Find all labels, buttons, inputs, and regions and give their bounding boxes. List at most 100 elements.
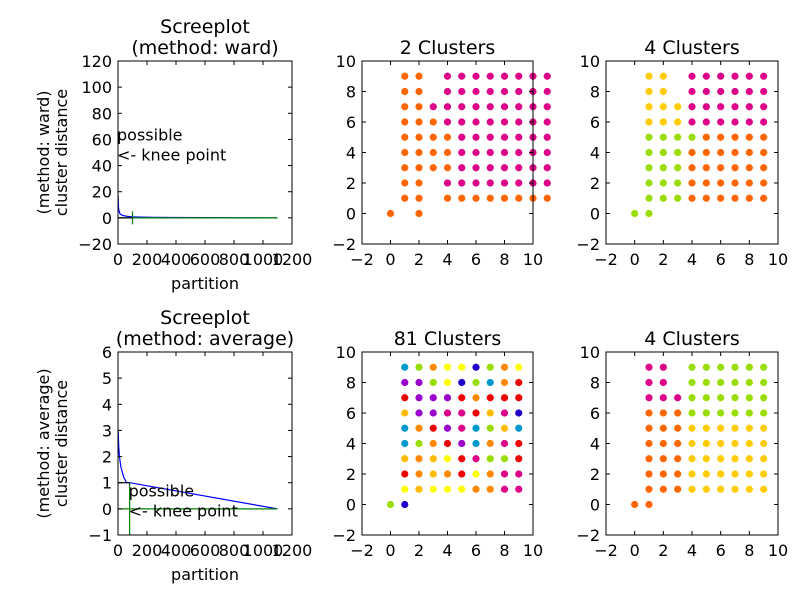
data-point (486, 179, 494, 187)
data-point (401, 500, 409, 509)
data-point (731, 87, 739, 96)
data-point (717, 72, 725, 80)
y-tick-label: 0 (590, 205, 600, 224)
chart-title: 4 Clusters (644, 37, 739, 59)
data-point (500, 179, 509, 187)
data-point (472, 424, 480, 432)
data-point (645, 363, 653, 371)
data-point (415, 209, 423, 218)
data-point (717, 194, 725, 202)
data-point (472, 103, 480, 111)
data-point (515, 439, 523, 448)
chart-title: 2 Clusters (400, 37, 495, 59)
x-tick-label: 8 (744, 541, 754, 560)
data-point (401, 148, 409, 157)
data-point (429, 394, 437, 402)
data-point (731, 409, 739, 417)
data-point (401, 470, 409, 478)
data-point (443, 87, 452, 96)
data-point (515, 455, 523, 463)
data-point (443, 470, 452, 478)
x-tick-label: 1000 (243, 541, 284, 560)
x-tick-label: 0 (385, 541, 395, 560)
x-tick-label: 2 (658, 250, 668, 269)
data-point (688, 103, 696, 111)
x-tick-label: 800 (219, 250, 250, 269)
data-point (415, 485, 423, 493)
data-point (401, 103, 409, 111)
data-point (458, 378, 466, 387)
data-point (760, 179, 768, 187)
data-point (415, 378, 423, 387)
data-point (429, 485, 437, 493)
data-point (702, 179, 710, 187)
data-point (515, 409, 523, 417)
data-point (731, 424, 739, 432)
data-point (674, 103, 682, 111)
data-point (472, 179, 480, 187)
knee-annotation: possible (129, 482, 195, 501)
data-point (645, 378, 653, 387)
chart-title: Screeplot (160, 307, 250, 329)
chart-title: 81 Clusters (394, 328, 502, 350)
x-tick-label: 10 (768, 541, 788, 560)
y-tick-label: 2 (102, 448, 112, 467)
data-point (472, 378, 480, 387)
x-tick-label: −2 (350, 541, 374, 560)
y-tick-label: 2 (346, 465, 356, 484)
data-point (702, 439, 710, 448)
data-point (645, 133, 653, 141)
x-tick-label: 10 (768, 250, 788, 269)
data-point (631, 500, 639, 509)
data-point (458, 87, 466, 96)
data-point (401, 363, 409, 371)
data-point (458, 470, 466, 478)
data-point (645, 103, 653, 111)
data-point (500, 133, 509, 141)
y-tick-label: 0 (346, 496, 356, 515)
y-tick-label: 8 (346, 374, 356, 393)
data-point (702, 148, 710, 157)
data-point (674, 455, 682, 463)
data-point (645, 164, 653, 172)
data-point (500, 148, 509, 157)
data-point (745, 118, 753, 126)
data-point (717, 179, 725, 187)
y-tick-label: 2 (590, 465, 600, 484)
data-point (500, 118, 509, 126)
data-point (401, 194, 409, 202)
data-point (472, 194, 480, 202)
data-point (386, 500, 395, 509)
data-point (458, 485, 466, 493)
knee-annotation: <- knee point (117, 145, 226, 164)
data-point (443, 103, 452, 111)
data-point (415, 409, 423, 417)
data-point (458, 164, 466, 172)
data-point (458, 455, 466, 463)
data-point (401, 133, 409, 141)
data-point (760, 409, 768, 417)
y-tick-label: 2 (590, 174, 600, 193)
data-point (500, 194, 509, 202)
x-tick-label: 8 (744, 250, 754, 269)
data-point (688, 409, 696, 417)
data-point (458, 363, 466, 371)
data-point (401, 485, 409, 493)
data-point (688, 133, 696, 141)
data-point (659, 179, 667, 187)
data-point (415, 470, 423, 478)
data-point (458, 179, 466, 187)
y-tick-label: −2 (576, 235, 600, 254)
data-point (515, 133, 523, 141)
data-point (674, 164, 682, 172)
data-point (486, 194, 494, 202)
data-point (486, 424, 494, 432)
data-point (760, 103, 768, 111)
data-point (674, 133, 682, 141)
x-tick-label: 4 (687, 250, 697, 269)
data-point (415, 179, 423, 187)
data-point (731, 103, 739, 111)
data-point (486, 485, 494, 493)
data-point (760, 439, 768, 448)
